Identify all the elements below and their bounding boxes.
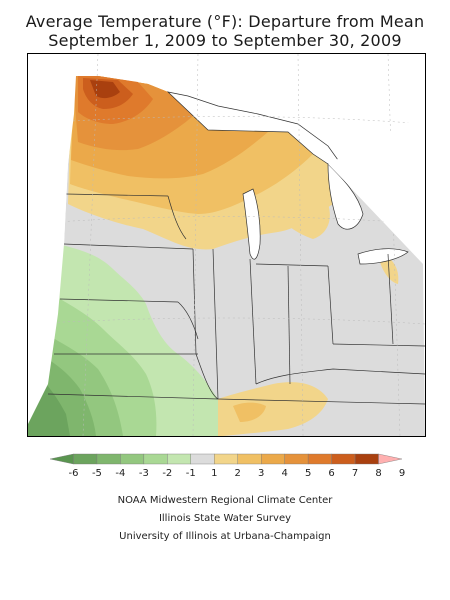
legend-tick-label: 5 [305, 468, 311, 479]
legend-tick-label: 3 [258, 468, 264, 479]
legend-tick-label: 4 [281, 468, 287, 479]
map-date-range: September 1, 2009 to September 30, 2009 [48, 31, 402, 50]
warm-anomaly-zones [68, 76, 399, 436]
credit-line-1: NOAA Midwestern Regional Climate Center [117, 495, 333, 506]
state-borders [47, 193, 425, 405]
legend-tick-label: -4 [115, 468, 125, 479]
color-scale-legend: -6 -5 -4 -3 -2 -1 1 2 3 4 5 6 7 8 9 [40, 452, 412, 482]
legend-swatch [190, 453, 215, 465]
map-title: Average Temperature (°F): Departure from… [25, 12, 425, 31]
legend-tick-label: -1 [186, 468, 196, 479]
legend-tick-label: -5 [92, 468, 102, 479]
credit-line-2: Illinois State Water Survey [158, 513, 292, 524]
legend-tick-label: 7 [352, 468, 358, 479]
legend-tick-label: 1 [211, 468, 217, 479]
legend-swatch [143, 453, 168, 465]
legend-swatch [260, 453, 285, 465]
legend-tick-label: -3 [139, 468, 149, 479]
legend-swatch [331, 453, 356, 465]
legend-swatch [307, 453, 332, 465]
legend-swatch [49, 453, 74, 465]
legend-swatch [167, 453, 192, 465]
great-lakes [166, 91, 409, 265]
legend-swatch [354, 453, 379, 465]
legend-swatch [73, 453, 98, 465]
cool-anomaly-zones [28, 244, 218, 436]
credit-line-3: University of Illinois at Urbana-Champai… [119, 531, 331, 542]
legend-tick-label: 9 [399, 468, 405, 479]
legend-swatch [378, 453, 403, 465]
legend-tick-label: 2 [235, 468, 241, 479]
legend-swatch [214, 453, 238, 465]
temperature-departure-map [27, 53, 426, 437]
legend-tick-label: -6 [68, 468, 78, 479]
legend-tick-label: 6 [328, 468, 334, 479]
legend-swatch [120, 453, 145, 465]
legend-tick-label: -2 [162, 468, 172, 479]
graticule [28, 54, 425, 436]
legend-swatch [237, 453, 262, 465]
legend-swatch [96, 453, 121, 465]
legend-tick-label: 8 [375, 468, 381, 479]
legend-swatch [284, 453, 309, 465]
